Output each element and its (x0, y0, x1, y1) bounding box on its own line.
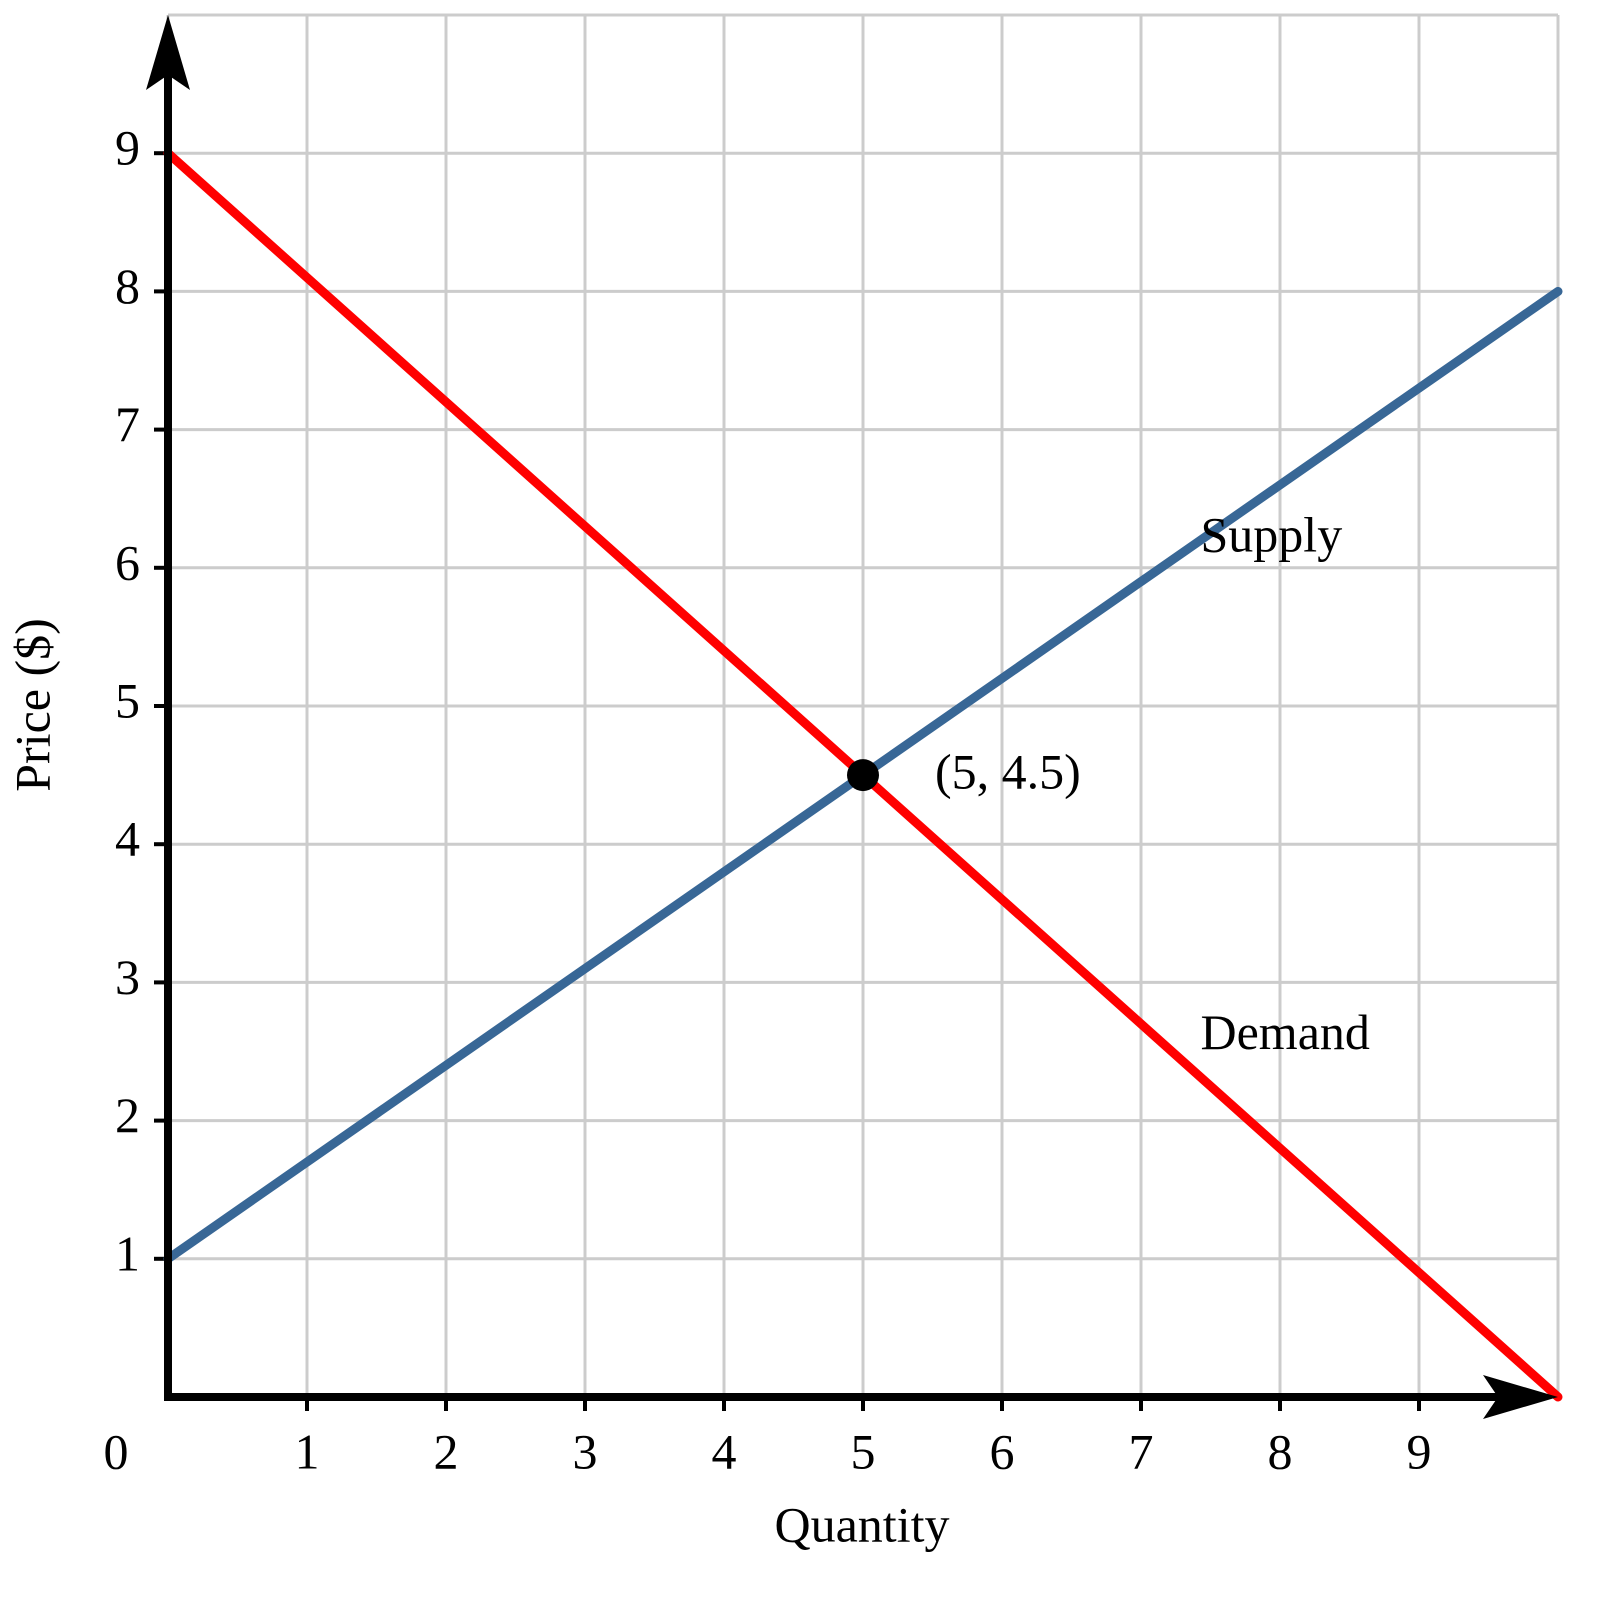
x-tick-label: 7 (1129, 1423, 1154, 1479)
y-tick-label: 3 (115, 949, 140, 1005)
y-tick-label: 4 (115, 811, 140, 867)
y-tick-label: 5 (115, 672, 140, 728)
y-tick-label: 8 (115, 258, 140, 314)
y-tick-label: 7 (115, 396, 140, 452)
x-tick-label: 5 (851, 1423, 876, 1479)
y-tick-label: 9 (115, 120, 140, 176)
y-axis-arrow (146, 15, 190, 90)
y-axis-label: Price ($) (4, 618, 60, 792)
y-tick-label: 1 (115, 1225, 140, 1281)
x-tick-label: 6 (990, 1423, 1015, 1479)
x-tick-label: 0 (104, 1423, 129, 1479)
equilibrium-point (847, 759, 879, 792)
x-tick-label: 3 (573, 1423, 598, 1479)
x-tick-label: 4 (712, 1423, 737, 1479)
series-label: Demand (1201, 1004, 1370, 1060)
x-axis-label: Quantity (775, 1496, 950, 1552)
x-axis-arrow (1483, 1375, 1558, 1419)
point-label: (5, 4.5) (935, 744, 1081, 800)
x-tick-label: 1 (295, 1423, 320, 1479)
y-tick-label: 6 (115, 534, 140, 590)
series-label: Supply (1201, 507, 1343, 563)
x-tick-label: 9 (1407, 1423, 1432, 1479)
y-tick-label: 2 (115, 1087, 140, 1143)
x-tick-label: 8 (1268, 1423, 1293, 1479)
x-tick-label: 2 (434, 1423, 459, 1479)
